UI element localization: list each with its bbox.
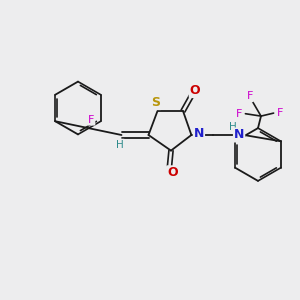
Text: H: H	[116, 140, 124, 150]
Text: O: O	[190, 84, 200, 97]
Text: S: S	[152, 96, 160, 109]
Text: F: F	[88, 115, 94, 125]
Text: N: N	[194, 127, 204, 140]
Text: O: O	[167, 166, 178, 179]
Text: N: N	[234, 128, 244, 142]
Text: H: H	[229, 122, 236, 132]
Text: F: F	[236, 109, 242, 119]
Text: F: F	[246, 91, 253, 101]
Text: F: F	[277, 108, 284, 118]
